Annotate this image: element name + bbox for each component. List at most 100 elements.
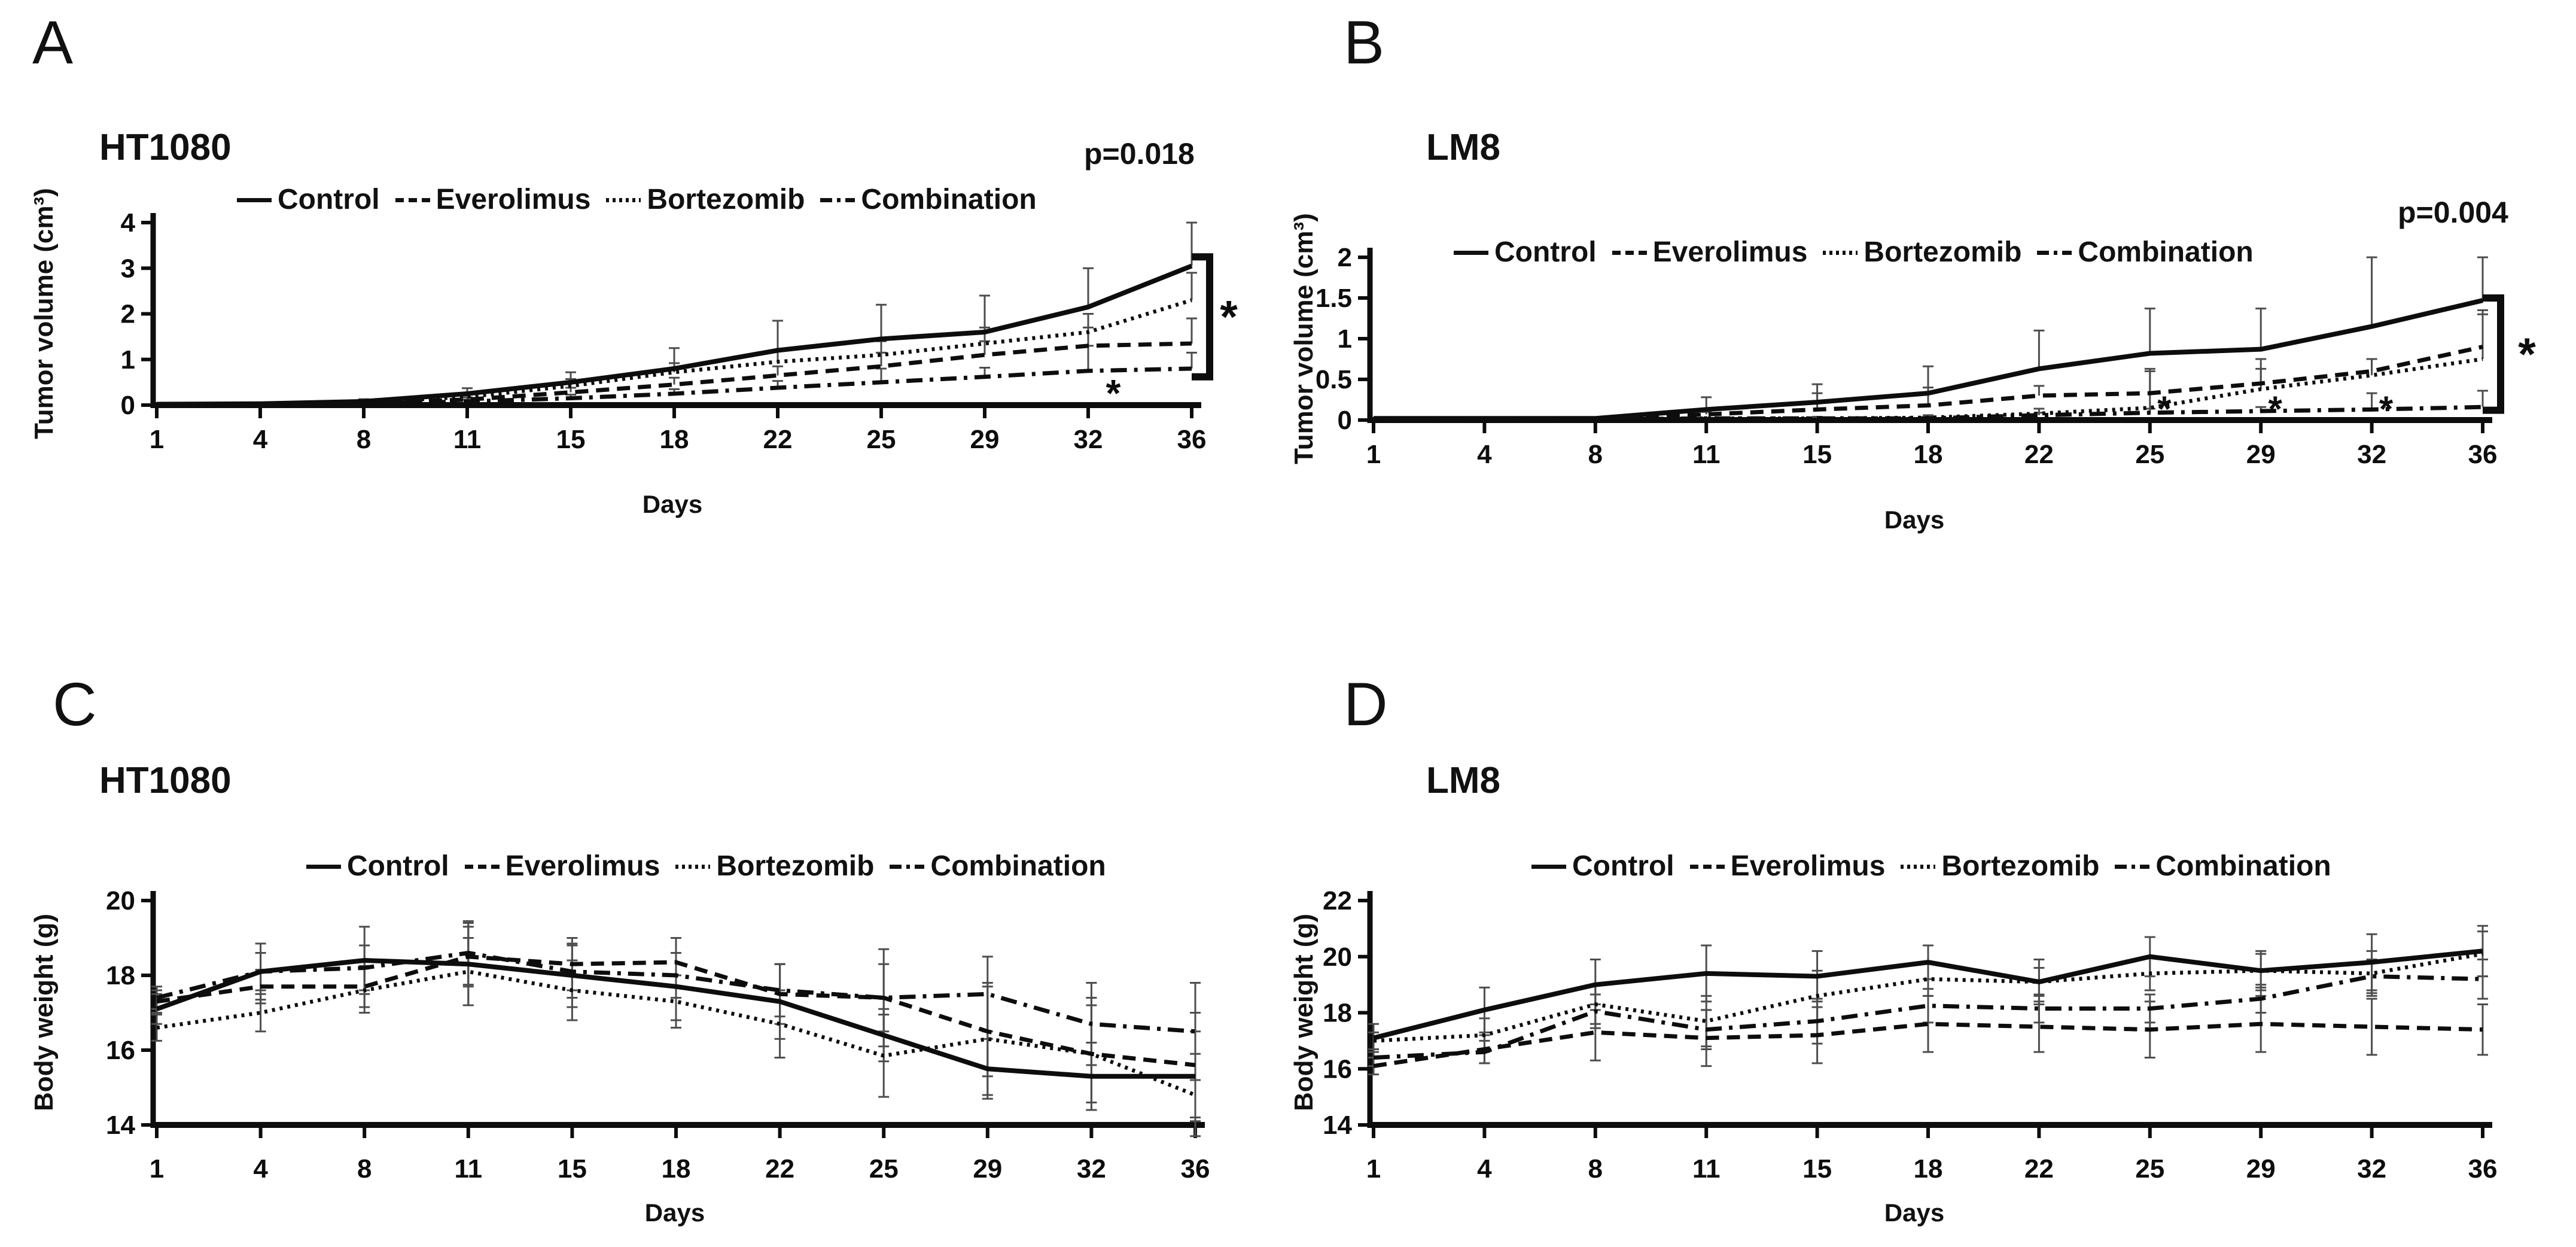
tick-label: 15 <box>556 425 586 454</box>
panel-c-y-axis-label: Body weight (g) <box>29 914 59 1111</box>
significance-asterisk: * <box>2269 389 2283 429</box>
dashdot-line-icon <box>820 197 855 202</box>
legend-label: Everolimus <box>1652 236 1808 268</box>
legend-label: Everolimus <box>436 184 591 215</box>
legend-label: Control <box>1572 850 1674 882</box>
tick-label: 1 <box>1366 1154 1381 1184</box>
tick-label: 36 <box>1181 1154 1210 1184</box>
panel-d-letter: D <box>1344 670 1388 738</box>
tick-label: 20 <box>1323 942 1352 972</box>
series-line-everolimus <box>1373 1021 2483 1069</box>
tick-label: 15 <box>1802 440 1832 469</box>
panel-b-p-value: p=0.004 <box>2398 196 2508 229</box>
solid-line-icon <box>1454 250 1488 255</box>
tick-label: 18 <box>1914 440 1943 469</box>
tick-label: 25 <box>2135 1154 2164 1184</box>
tick-label: 0 <box>1338 406 1352 435</box>
legend-label: Everolimus <box>1730 850 1886 882</box>
tick-label: 36 <box>2468 440 2498 469</box>
legend-item: Everolimus <box>1689 850 1886 882</box>
series-line-combination <box>156 366 1192 407</box>
tick-label: 15 <box>558 1154 587 1184</box>
series-line-combination <box>156 951 1196 1034</box>
legend-label: Control <box>1494 236 1597 268</box>
tick-label: 25 <box>867 425 896 454</box>
tick-label: 22 <box>2024 440 2054 469</box>
significance-asterisk: * <box>2157 389 2172 429</box>
solid-line-icon <box>1531 864 1566 869</box>
tick-label: 22 <box>763 425 793 454</box>
tick-label: 11 <box>453 425 482 454</box>
tick-label: 32 <box>1074 425 1103 454</box>
dashed-line-icon <box>1612 250 1647 255</box>
legend-item: Bortezomib <box>675 852 874 881</box>
legend-label: Control <box>278 184 380 215</box>
tick-label: 18 <box>1323 999 1352 1028</box>
legend-label: Control <box>347 850 449 882</box>
significance-bracket <box>1192 253 1213 381</box>
series-line-everolimus <box>156 954 1196 1067</box>
tick-label: 1 <box>1338 324 1352 354</box>
panel-b-plot: 0 0.5 1 1.5 2 1 4 8 11 15 18 22 25 29 32 36 * * * * <box>1316 243 2536 469</box>
tick-label: 3 <box>121 254 135 283</box>
series-line-combination <box>1373 974 2483 1060</box>
tick-label: 15 <box>1802 1154 1832 1184</box>
legend-label: Everolimus <box>505 850 660 882</box>
dashdot-line-icon <box>890 864 925 869</box>
legend-label: Bortezomib <box>647 184 805 215</box>
panel-b-title: LM8 <box>1426 127 1500 168</box>
tick-label: 18 <box>660 425 689 454</box>
legend-item: Everolimus <box>1612 236 1808 268</box>
panel-b-x-axis-label: Days <box>1884 506 1945 534</box>
tick-label: 29 <box>2246 1154 2276 1184</box>
tick-label: 11 <box>1692 440 1721 469</box>
legend-item: Everolimus <box>464 850 660 882</box>
tick-label: 4 <box>253 425 268 454</box>
tick-label: 0 <box>121 391 135 420</box>
tick-label: 2 <box>121 300 135 329</box>
legend-item: Everolimus <box>395 184 591 215</box>
series-line-combination <box>1374 404 2483 422</box>
tick-label: 11 <box>455 1154 483 1184</box>
tick-label: 4 <box>1477 440 1492 469</box>
dotted-line-icon <box>606 197 641 202</box>
tick-label: 22 <box>765 1154 794 1184</box>
tick-label: 16 <box>106 1036 135 1065</box>
panel-d-y-axis-label: Body weight (g) <box>1289 914 1319 1111</box>
tick-label: 1.5 <box>1316 284 1352 313</box>
panel-a-letter: A <box>32 8 74 77</box>
tick-label: 22 <box>2024 1154 2054 1184</box>
significance-asterisk: * <box>2379 389 2394 429</box>
significance-asterisk: * <box>2518 329 2536 380</box>
tick-label: 25 <box>869 1154 899 1184</box>
panel-b-y-axis-label: Tumor volume (cm³) <box>1289 213 1319 464</box>
tick-label: 4 <box>253 1154 268 1184</box>
tick-label: 29 <box>2246 440 2276 469</box>
tick-label: 32 <box>2357 1154 2386 1184</box>
series-line-control <box>156 958 1195 1079</box>
legend-label: Bortezomib <box>1864 236 2022 268</box>
solid-line-icon <box>237 197 272 202</box>
legend-item: Control <box>237 185 380 214</box>
panel-a-title: HT1080 <box>99 127 232 168</box>
tick-label: 1 <box>121 345 135 375</box>
tick-label: 16 <box>1323 1054 1352 1084</box>
panel-a-p-value: p=0.018 <box>1084 137 1195 171</box>
dashdot-line-icon <box>2115 864 2150 869</box>
tick-label: 18 <box>662 1154 691 1184</box>
legend-item: Control <box>1454 238 1597 267</box>
tick-label: 1 <box>150 425 164 454</box>
tick-label: 25 <box>2135 440 2164 469</box>
series-line-bortezomib <box>1373 951 2483 1043</box>
tick-label: 1 <box>1366 440 1381 469</box>
tick-label: 11 <box>1692 1154 1721 1184</box>
legend-label: Bortezomib <box>1941 850 2100 882</box>
legend-item: Combination <box>890 852 1106 881</box>
tick-label: 29 <box>970 425 1000 454</box>
tick-label: 18 <box>106 961 135 990</box>
tick-label: 4 <box>1477 1154 1492 1184</box>
dashdot-line-icon <box>2037 250 2072 255</box>
tick-label: 8 <box>1588 1154 1603 1184</box>
